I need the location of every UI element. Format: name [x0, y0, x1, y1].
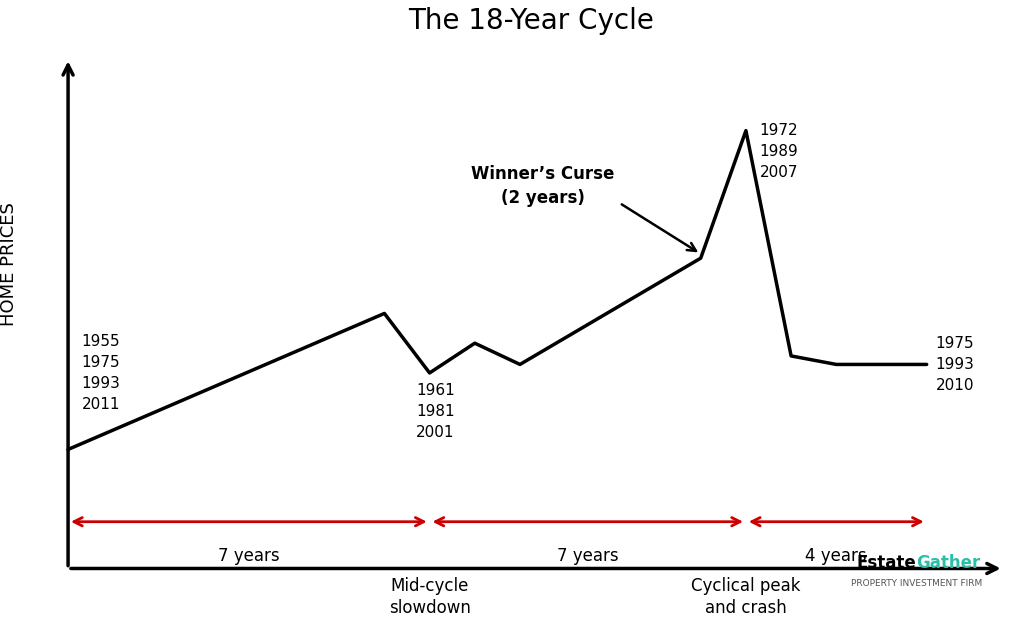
Text: Gather: Gather: [916, 554, 981, 572]
Text: 1972
1989
2007: 1972 1989 2007: [760, 123, 799, 181]
Text: 7 years: 7 years: [557, 547, 618, 565]
Text: PROPERTY INVESTMENT FIRM: PROPERTY INVESTMENT FIRM: [851, 579, 982, 588]
Title: The 18-Year Cycle: The 18-Year Cycle: [409, 7, 654, 35]
Text: 4 years: 4 years: [806, 547, 867, 565]
Text: 1961
1981
2001: 1961 1981 2001: [416, 382, 455, 440]
Text: HOME PRICES: HOME PRICES: [0, 203, 18, 326]
Text: Cyclical peak
and crash: Cyclical peak and crash: [691, 577, 801, 617]
Text: 7 years: 7 years: [218, 547, 280, 565]
Text: Mid-cycle
slowdown: Mid-cycle slowdown: [389, 577, 470, 617]
Text: 1975
1993
2010: 1975 1993 2010: [936, 336, 975, 393]
Text: Estate: Estate: [857, 554, 916, 572]
Text: Winner’s Curse
(2 years): Winner’s Curse (2 years): [471, 165, 614, 207]
Text: 1955
1975
1993
2011: 1955 1975 1993 2011: [82, 334, 121, 412]
